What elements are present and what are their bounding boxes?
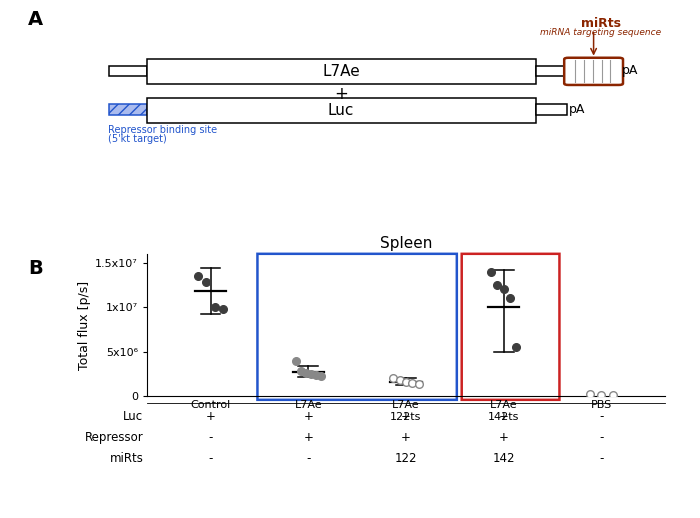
- Text: Repressor binding site: Repressor binding site: [108, 125, 218, 135]
- Text: -: -: [306, 452, 311, 465]
- Bar: [108, 65, 147, 76]
- Text: +: +: [206, 410, 216, 424]
- Text: (5'kt target): (5'kt target): [108, 134, 167, 144]
- Text: pA: pA: [568, 103, 584, 117]
- Text: 122: 122: [395, 452, 417, 465]
- Text: -: -: [599, 431, 603, 444]
- Text: Luc: Luc: [123, 410, 144, 424]
- Bar: [108, 105, 147, 115]
- Text: +: +: [499, 410, 509, 424]
- Text: A: A: [28, 10, 43, 30]
- Text: Luc: Luc: [328, 103, 354, 118]
- Text: L7Ae: L7Ae: [322, 64, 360, 79]
- Bar: [536, 65, 567, 76]
- Bar: [147, 97, 536, 123]
- Text: +: +: [303, 410, 313, 424]
- Y-axis label: Total flux [p/s]: Total flux [p/s]: [78, 280, 91, 370]
- Title: Spleen: Spleen: [380, 236, 432, 251]
- Text: Repressor: Repressor: [85, 431, 144, 444]
- Text: +: +: [401, 410, 411, 424]
- Text: miRNA targeting sequence: miRNA targeting sequence: [540, 28, 662, 37]
- Text: 142: 142: [493, 452, 515, 465]
- Text: +: +: [401, 431, 411, 444]
- Bar: [536, 105, 567, 115]
- Text: +: +: [334, 85, 348, 103]
- Text: miRts: miRts: [580, 17, 621, 30]
- Text: -: -: [599, 410, 603, 424]
- Text: -: -: [209, 431, 213, 444]
- Text: -: -: [209, 452, 213, 465]
- Text: B: B: [28, 259, 43, 278]
- Text: miRts: miRts: [110, 452, 144, 465]
- Text: +: +: [499, 431, 509, 444]
- Text: +: +: [303, 431, 313, 444]
- Text: pA: pA: [622, 64, 638, 78]
- FancyBboxPatch shape: [564, 57, 623, 85]
- Text: -: -: [599, 452, 603, 465]
- Bar: [147, 59, 536, 84]
